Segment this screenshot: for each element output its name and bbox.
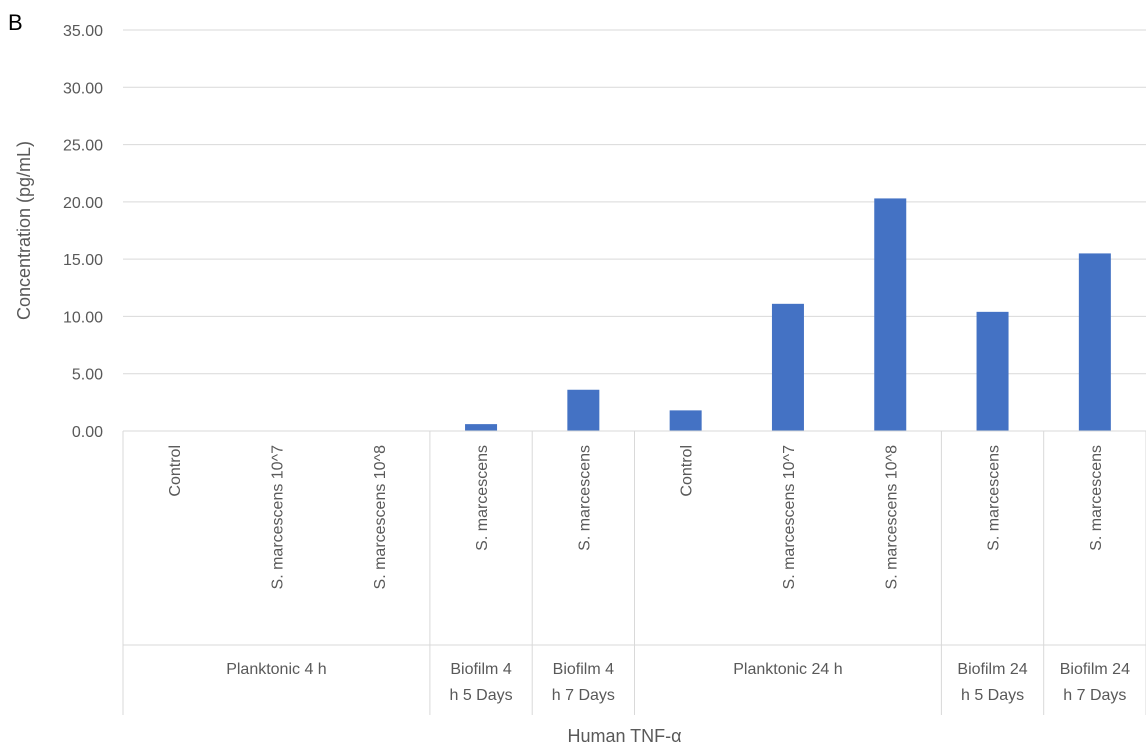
category-label: S. marcescens xyxy=(986,445,1003,551)
y-axis-title: Concentration (pg/mL) xyxy=(14,141,34,320)
y-axis-ticks: 0.00 5.00 10.00 15.00 20.00 25.00 30.00 35.00 xyxy=(63,23,103,441)
category-label: S. marcescens 10^8 xyxy=(372,445,389,590)
group-label: Planktonic 24 h xyxy=(733,661,842,678)
category-label: S. marcescens xyxy=(474,445,491,551)
group-label: Biofilm 4 xyxy=(450,661,511,678)
category-label: S. marcescens 10^7 xyxy=(269,445,286,590)
group-label: Biofilm 4 xyxy=(553,661,614,678)
group-label: h 5 Days xyxy=(961,687,1024,704)
bar xyxy=(465,424,498,431)
category-label: S. marcescens 10^8 xyxy=(883,445,900,590)
y-tick-label: 25.00 xyxy=(63,138,103,155)
bar xyxy=(976,311,1009,431)
bar xyxy=(771,303,804,431)
x-axis-title: Human TNF-α xyxy=(567,726,681,746)
group-label: h 7 Days xyxy=(1063,687,1126,704)
y-tick-label: 35.00 xyxy=(63,23,103,40)
y-tick-label: 20.00 xyxy=(63,195,103,212)
group-label: Biofilm 24 xyxy=(1060,661,1130,678)
axis-lines xyxy=(122,430,1146,715)
category-labels: Control S. marcescens 10^7 S. marcescens 1… xyxy=(167,445,1105,590)
bar xyxy=(669,410,702,431)
category-label: Control xyxy=(679,445,696,497)
group-label: h 7 Days xyxy=(552,687,615,704)
group-label: Planktonic 4 h xyxy=(226,661,327,678)
bar xyxy=(1078,253,1111,431)
category-label: S. marcescens 10^7 xyxy=(781,445,798,590)
y-tick-label: 5.00 xyxy=(72,367,103,384)
bar xyxy=(874,198,907,431)
category-label: Control xyxy=(167,445,184,497)
grid-lines xyxy=(123,29,1146,432)
group-labels: Planktonic 4 h Biofilm 4 h 5 Days Biofilm 4… xyxy=(226,661,1130,704)
bars xyxy=(465,198,1111,431)
panel-label: B xyxy=(8,10,23,35)
group-label: Biofilm 24 xyxy=(957,661,1027,678)
y-tick-label: 10.00 xyxy=(63,309,103,326)
category-label: S. marcescens xyxy=(576,445,593,551)
group-label: h 5 Days xyxy=(449,687,512,704)
category-label: S. marcescens xyxy=(1088,445,1105,551)
bar xyxy=(567,389,600,431)
y-tick-label: 0.00 xyxy=(72,424,103,441)
y-tick-label: 30.00 xyxy=(63,80,103,97)
y-tick-label: 15.00 xyxy=(63,252,103,269)
